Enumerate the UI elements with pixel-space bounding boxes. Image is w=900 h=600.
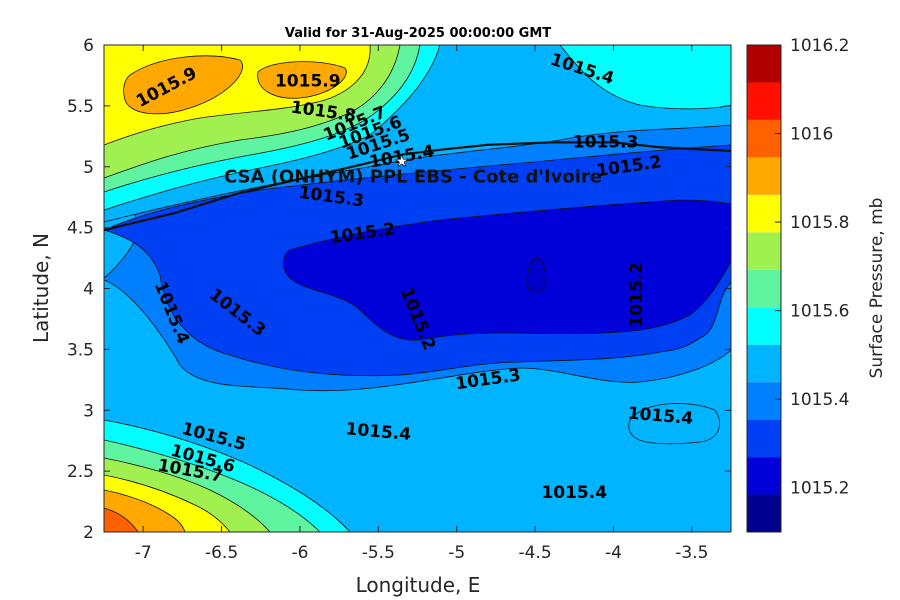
y-tick-label: 2	[83, 523, 94, 543]
colorbar-swatch	[747, 307, 781, 345]
x-tick-label: -4	[605, 543, 622, 563]
colorbar-swatch	[747, 419, 781, 458]
colorbar-swatch	[747, 344, 781, 383]
site-label: CSA (ONHYM) PPL EBS - Cote d'Ivoire	[224, 167, 602, 188]
y-axis-ticks: 6 5.5 5 4.5 4 3.5 3 2.5 2	[67, 36, 731, 543]
colorbar-swatch	[747, 45, 781, 83]
contour-band-1015.1	[282, 199, 731, 341]
x-tick-label: -3.5	[675, 543, 708, 563]
colorbar-swatch	[747, 232, 781, 270]
x-tick-label: -7	[135, 543, 152, 563]
y-tick-label: 3	[83, 401, 94, 421]
contour-label: 1015.2	[627, 262, 647, 328]
x-axis-label: Longitude, E	[356, 573, 481, 597]
y-tick-label: 4	[83, 280, 94, 300]
colorbar-tick-label: 1016	[790, 125, 833, 145]
y-axis-label: Latitude, N	[29, 233, 53, 343]
colorbar-swatch	[747, 119, 781, 158]
colorbar-frame	[746, 44, 782, 533]
contour-band-1015.4	[104, 279, 731, 532]
contour-label: 1015.3	[573, 132, 639, 152]
colorbar-tick-label: 1015.2	[790, 479, 849, 499]
colorbar-swatch	[747, 269, 781, 308]
y-tick-label: 5	[83, 158, 94, 178]
x-axis-ticks: -7 -6.5 -6 -5.5 -5 -4.5 -4 -3.5	[135, 45, 708, 563]
contour-label: 1015.9	[275, 72, 341, 92]
y-tick-label: 4.5	[67, 219, 94, 239]
colorbar-swatch	[747, 382, 781, 420]
colorbar-tick-label: 1015.4	[790, 390, 849, 410]
contour-band-1015.5	[104, 45, 731, 110]
colorbar-label: Surface Pressure, mb	[867, 198, 887, 379]
coastline	[104, 141, 731, 232]
contour-band-bl-red	[104, 507, 139, 532]
y-tick-label: 2.5	[67, 462, 94, 482]
contour-label: 1015.4	[541, 483, 607, 503]
colorbar-swatch	[747, 157, 781, 195]
x-tick-label: -5	[448, 543, 465, 563]
x-tick-label: -6	[291, 543, 308, 563]
y-tick-label: 3.5	[67, 340, 94, 360]
contour-map: 1015.9 1015.91015.81015.71015.61015.51015…	[104, 45, 731, 532]
y-tick-label: 5.5	[67, 97, 94, 117]
colorbar-swatch	[747, 494, 781, 532]
contour-band-1015.9b	[257, 61, 347, 99]
contour-closed-low	[526, 257, 547, 293]
colorbar-swatch	[747, 194, 781, 233]
colorbar-ticks: 1016.2 1016 1015.8 1015.6 1015.4 1015.2	[775, 36, 849, 499]
y-tick-label: 6	[83, 36, 94, 56]
colorbar-tick-label: 1015.8	[790, 213, 849, 233]
contour-closed-high	[628, 403, 720, 445]
site-star-icon: ★	[395, 152, 409, 171]
colorbar-swatch	[747, 82, 781, 120]
x-tick-label: -5.5	[362, 543, 395, 563]
x-tick-label: -4.5	[518, 543, 551, 563]
colorbar	[747, 45, 781, 532]
x-tick-label: -6.5	[205, 543, 238, 563]
colorbar-swatch	[747, 457, 781, 495]
colorbar-tick-label: 1015.6	[790, 302, 849, 322]
contour-band-1015.9	[123, 55, 243, 115]
chart-title: Valid for 31-Aug-2025 00:00:00 GMT	[285, 26, 551, 41]
colorbar-tick-label: 1016.2	[790, 36, 849, 56]
